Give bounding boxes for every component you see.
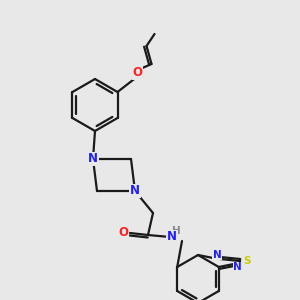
Text: H: H xyxy=(172,226,180,236)
Text: N: N xyxy=(130,184,140,197)
Text: S: S xyxy=(243,256,251,266)
Text: O: O xyxy=(133,67,142,80)
Text: O: O xyxy=(118,226,128,239)
Text: N: N xyxy=(88,152,98,166)
Text: N: N xyxy=(213,250,221,260)
Text: N: N xyxy=(167,230,177,244)
Text: N: N xyxy=(233,262,242,272)
